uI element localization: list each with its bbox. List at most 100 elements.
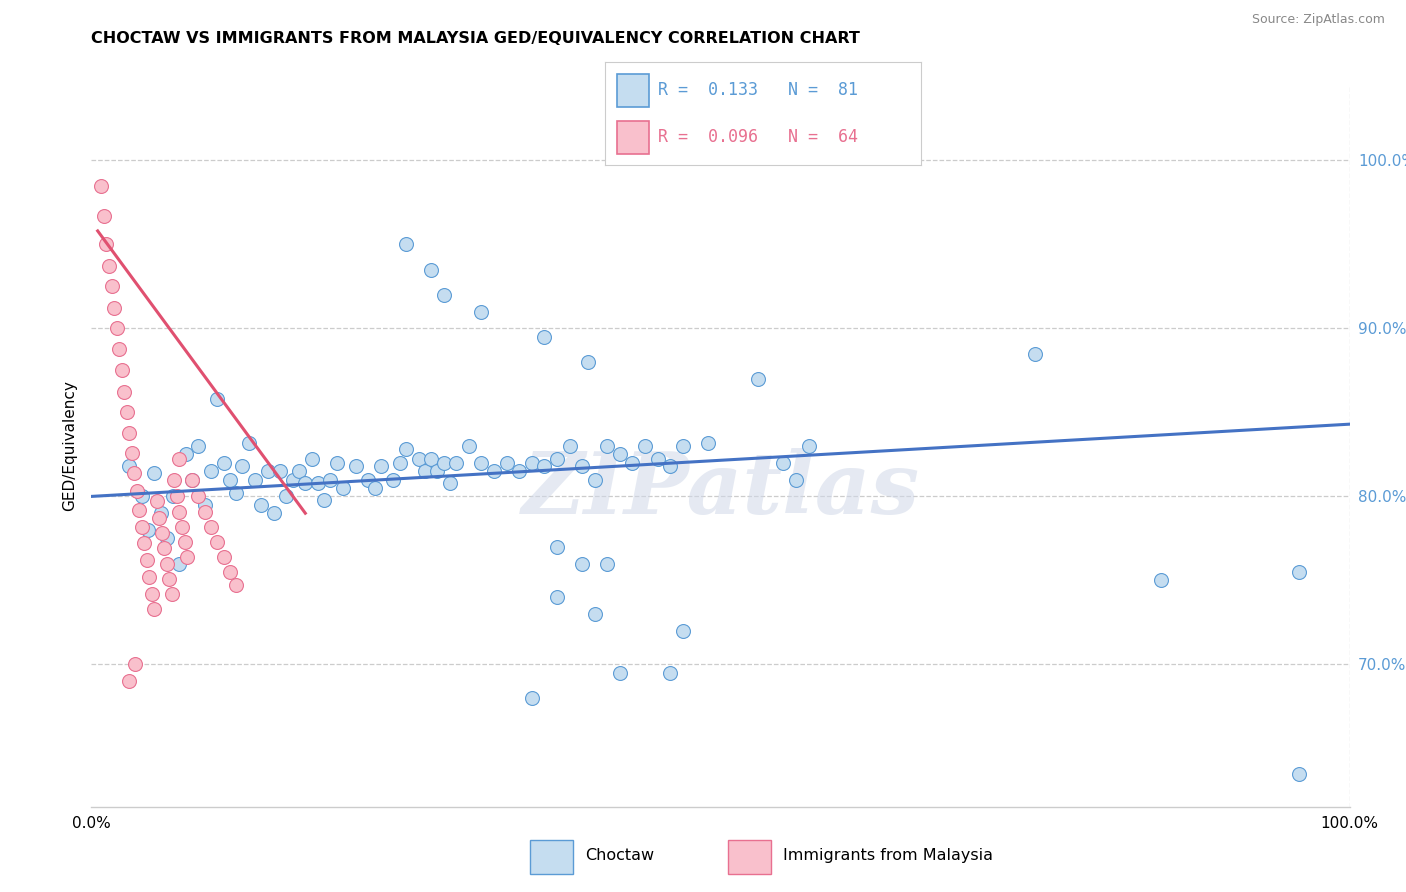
Point	[90, 178, 112, 193]
Point	[250, 498, 273, 512]
Point	[153, 541, 176, 556]
Point	[269, 464, 291, 478]
Point	[256, 464, 278, 478]
Point	[143, 466, 166, 480]
Point	[170, 519, 193, 533]
Point	[148, 511, 170, 525]
Point	[332, 481, 354, 495]
Point	[294, 475, 316, 490]
Point	[162, 490, 184, 504]
Point	[408, 452, 430, 467]
Text: Source: ZipAtlas.com: Source: ZipAtlas.com	[1251, 13, 1385, 27]
Point	[156, 532, 179, 546]
Point	[112, 385, 135, 400]
Point	[212, 549, 235, 564]
Point	[200, 519, 222, 533]
Point	[672, 624, 695, 638]
Point	[174, 447, 197, 461]
Point	[609, 447, 631, 461]
Point	[495, 456, 517, 470]
Point	[231, 459, 253, 474]
Point	[143, 602, 166, 616]
Point	[110, 363, 132, 377]
Point	[546, 591, 568, 605]
Point	[457, 439, 479, 453]
Point	[747, 372, 769, 386]
Point	[125, 484, 148, 499]
Point	[533, 330, 555, 344]
Point	[344, 459, 367, 474]
Point	[426, 464, 449, 478]
Text: ZIPatlas: ZIPatlas	[522, 448, 920, 531]
Point	[578, 355, 600, 369]
Point	[187, 439, 209, 453]
Point	[169, 504, 191, 518]
Point	[785, 473, 807, 487]
Point	[439, 475, 461, 490]
Bar	[617, 121, 650, 153]
Point	[128, 503, 150, 517]
Point	[163, 473, 186, 487]
Point	[157, 572, 180, 586]
Point	[205, 392, 228, 406]
Text: R =  0.096   N =  64: R = 0.096 N = 64	[658, 128, 858, 146]
Point	[672, 439, 695, 453]
Point	[533, 459, 555, 474]
Point	[697, 435, 720, 450]
Point	[420, 262, 443, 277]
Point	[194, 504, 217, 518]
Point	[433, 456, 456, 470]
Point	[520, 456, 543, 470]
Point	[194, 498, 217, 512]
Point	[395, 442, 418, 457]
Point	[382, 473, 405, 487]
Point	[433, 287, 456, 301]
Point	[508, 464, 530, 478]
Point	[131, 519, 153, 533]
Point	[93, 209, 115, 223]
Point	[150, 526, 173, 541]
Point	[134, 536, 156, 550]
Point	[121, 446, 143, 460]
Point	[609, 665, 631, 680]
Bar	[728, 839, 770, 874]
Point	[470, 456, 492, 470]
Point	[212, 456, 235, 470]
Point	[225, 578, 247, 592]
Point	[131, 490, 153, 504]
Text: Choctaw: Choctaw	[585, 848, 655, 863]
Point	[173, 534, 195, 549]
Point	[124, 657, 146, 672]
Text: CHOCTAW VS IMMIGRANTS FROM MALAYSIA GED/EQUIVALENCY CORRELATION CHART: CHOCTAW VS IMMIGRANTS FROM MALAYSIA GED/…	[91, 31, 860, 46]
Point	[176, 549, 198, 564]
Point	[103, 301, 125, 316]
Point	[118, 459, 141, 474]
Point	[218, 565, 240, 579]
Point	[205, 534, 228, 549]
Point	[187, 490, 209, 504]
Text: R =  0.133   N =  81: R = 0.133 N = 81	[658, 81, 858, 99]
Point	[558, 439, 581, 453]
Point	[388, 456, 411, 470]
Point	[446, 456, 468, 470]
Point	[314, 492, 336, 507]
Point	[363, 481, 385, 495]
Point	[420, 452, 443, 467]
Point	[571, 557, 593, 571]
Point	[1288, 766, 1310, 780]
Point	[243, 473, 266, 487]
Point	[470, 304, 492, 318]
Point	[357, 473, 380, 487]
Point	[181, 473, 204, 487]
Point	[169, 452, 191, 467]
Point	[596, 439, 619, 453]
Point	[118, 674, 141, 689]
Point	[395, 237, 418, 252]
Point	[647, 452, 669, 467]
Point	[98, 259, 121, 273]
Point	[546, 540, 568, 554]
Point	[263, 506, 285, 520]
Point	[281, 473, 304, 487]
Point	[118, 425, 141, 440]
Point	[149, 506, 172, 520]
